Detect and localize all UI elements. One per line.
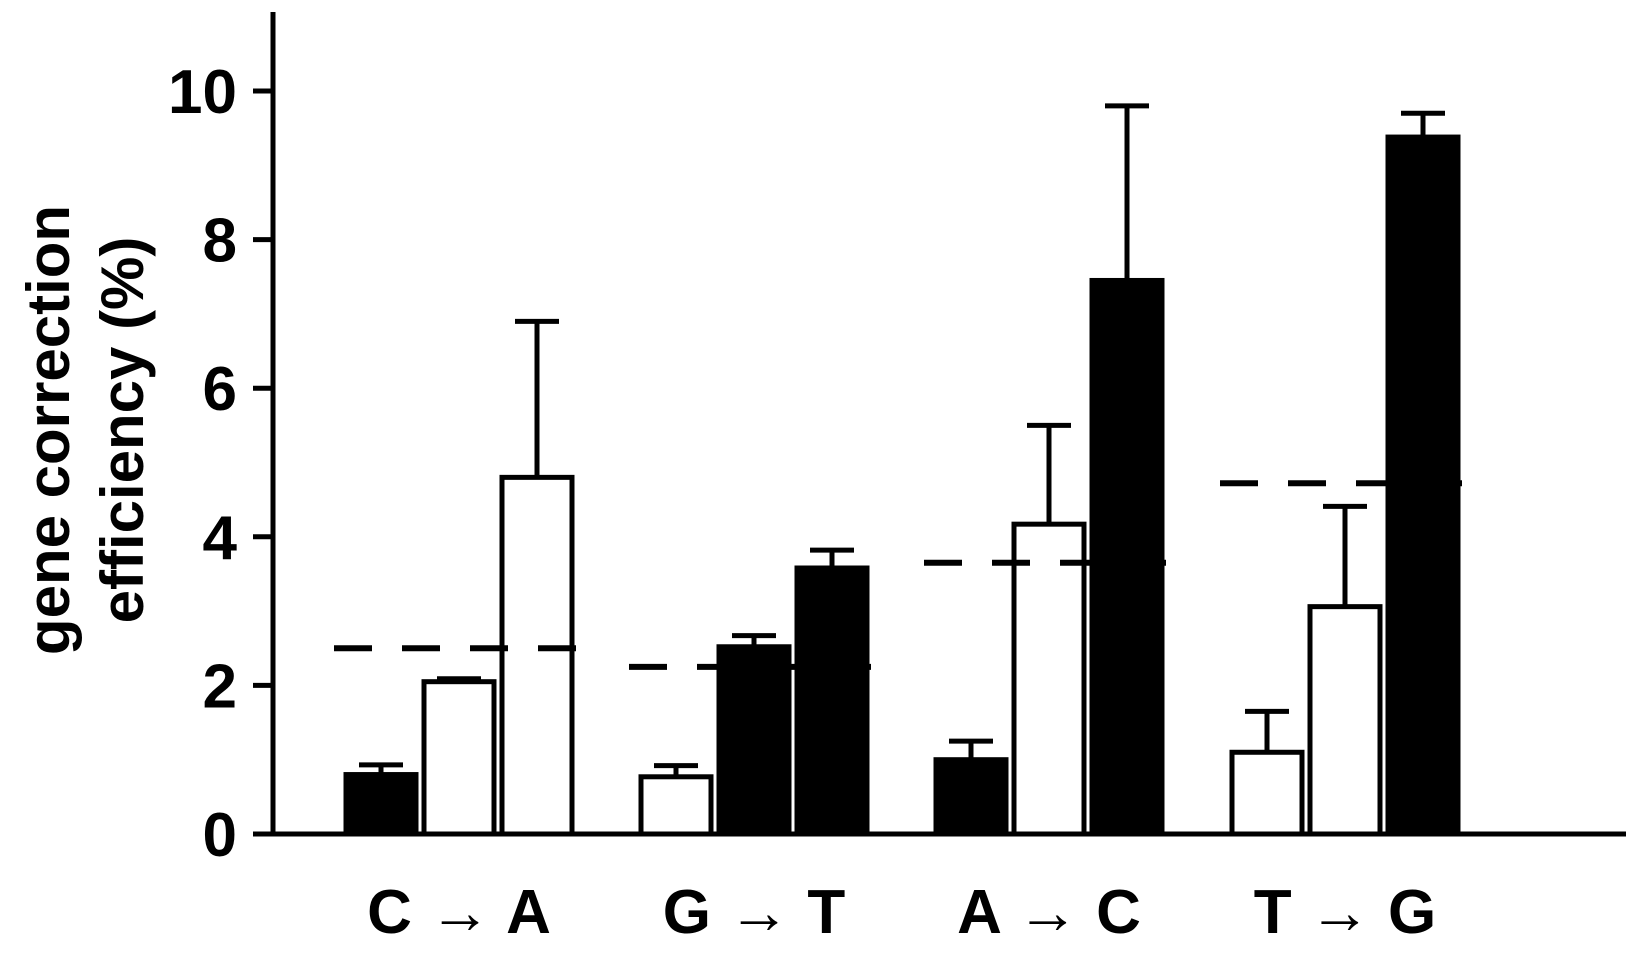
x-category-label: A → C	[957, 878, 1141, 947]
bar-open	[638, 774, 714, 837]
axes-layer	[253, 12, 1626, 837]
bar-open	[1307, 604, 1383, 837]
y-tick-label: 2	[203, 652, 237, 721]
bar-filled	[1089, 277, 1165, 837]
bar-filled	[794, 565, 870, 837]
bar-open	[499, 474, 575, 837]
bar-filled	[343, 772, 419, 837]
bar-open	[421, 679, 497, 837]
bar-filled	[933, 757, 1009, 837]
y-tick-label: 4	[203, 504, 238, 573]
bars-layer	[334, 103, 1488, 837]
bar-open	[1011, 521, 1087, 837]
y-tick-label: 8	[203, 207, 237, 276]
x-category-label: G → T	[663, 878, 846, 947]
bar-filled	[716, 644, 792, 837]
y-axis-title-line-2: efficiency (%)	[89, 237, 156, 624]
bar-open	[1229, 749, 1305, 837]
y-tick-label: 10	[168, 58, 237, 127]
x-category-label: C → A	[367, 878, 551, 947]
labels-layer: 0 2 4 6 8 10 C → A G → T A → C T → G	[168, 58, 1436, 947]
y-tick-label: 6	[203, 355, 237, 424]
y-axis-title-line-1: gene correction	[15, 205, 82, 655]
x-category-label: T → G	[1254, 878, 1437, 947]
y-tick-label: 0	[203, 801, 237, 870]
y-axis-title: gene correction efficiency (%)	[15, 205, 156, 655]
